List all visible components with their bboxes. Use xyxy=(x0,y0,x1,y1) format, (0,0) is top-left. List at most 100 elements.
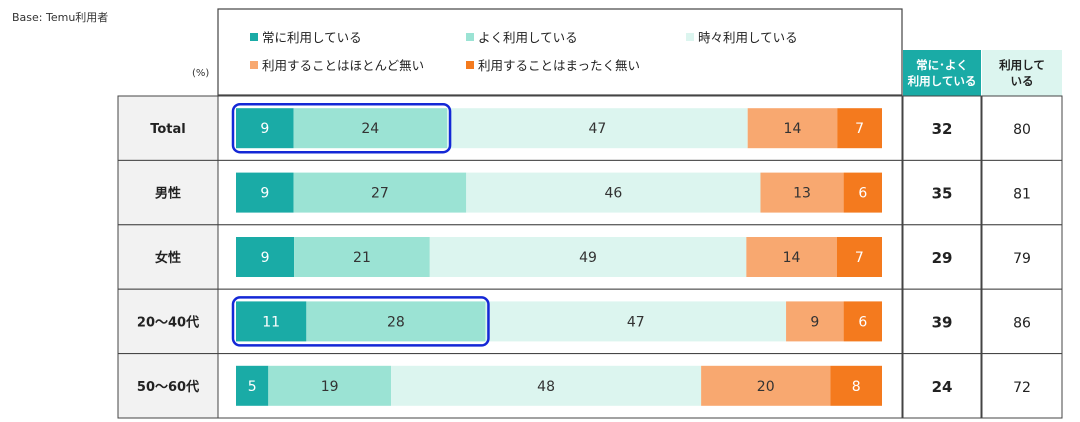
sum-value: 32 xyxy=(932,120,953,138)
data-label-never: 7 xyxy=(855,121,864,137)
legend-swatch-sometimes xyxy=(686,33,694,41)
sum-value: 24 xyxy=(932,378,953,396)
bar-segment-sometimes xyxy=(485,301,787,342)
data-label-often: 27 xyxy=(371,186,389,202)
sum-value: 29 xyxy=(932,249,953,267)
bar-segment-never xyxy=(843,172,882,213)
bar-segment-often xyxy=(293,108,448,149)
row-label-cell xyxy=(117,224,219,290)
bar-segment-always xyxy=(236,301,307,342)
highlight-box xyxy=(231,296,490,347)
data-label-always: 11 xyxy=(262,314,280,330)
bar-segment-often xyxy=(293,172,467,213)
bar-segment-never xyxy=(843,301,882,342)
data-label-rarely: 9 xyxy=(810,314,819,330)
use-value: 80 xyxy=(1013,122,1031,138)
data-label-often: 28 xyxy=(387,314,405,330)
data-label-rarely: 14 xyxy=(784,121,802,137)
use-cell xyxy=(981,159,1063,226)
sum-value: 39 xyxy=(932,313,953,331)
base-label: Base: Temu利用者 xyxy=(12,11,109,24)
legend-label-always: 常に利用している xyxy=(262,30,362,45)
sum-cell xyxy=(902,224,982,290)
use-value: 72 xyxy=(1013,380,1031,396)
unit-label: (%) xyxy=(192,68,209,79)
sum-header-line1: 常に･よく xyxy=(916,58,968,72)
bar-segment-sometimes xyxy=(391,365,702,406)
legend-swatch-rarely xyxy=(250,61,258,69)
sum-value: 35 xyxy=(932,185,953,203)
bar-segment-never xyxy=(830,365,882,406)
highlight-box xyxy=(231,102,452,154)
legend-label-never: 利用することはまったく無い xyxy=(478,58,640,73)
data-label-always: 9 xyxy=(260,121,269,137)
use-cell xyxy=(981,95,1063,161)
bar-segment-often xyxy=(306,301,486,342)
bar-segment-never xyxy=(837,108,882,149)
data-label-never: 8 xyxy=(852,379,861,395)
bar-segment-always xyxy=(236,237,295,277)
data-label-sometimes: 46 xyxy=(604,186,622,202)
data-label-never: 6 xyxy=(858,314,867,330)
use-value: 79 xyxy=(1013,251,1031,267)
bar-segment-rarely xyxy=(747,108,838,149)
data-label-sometimes: 48 xyxy=(537,379,555,395)
data-label-often: 21 xyxy=(353,250,371,266)
use-value: 86 xyxy=(1013,315,1031,331)
data-label-always: 5 xyxy=(248,379,257,395)
bar-segment-sometimes xyxy=(429,237,747,277)
use-cell xyxy=(981,288,1063,355)
row-label: 20～40代 xyxy=(137,314,199,330)
use-value: 81 xyxy=(1013,187,1031,203)
bar-segment-rarely xyxy=(760,172,844,213)
bar-segment-always xyxy=(236,108,294,149)
use-header-line2: いる xyxy=(1011,74,1034,88)
bar-segment-rarely xyxy=(786,301,844,342)
row-label: Total xyxy=(150,122,186,137)
sum-cell xyxy=(902,159,982,226)
sum-cell xyxy=(902,288,982,355)
sum-cell xyxy=(902,95,982,161)
data-label-often: 19 xyxy=(321,379,339,395)
bar-segment-often xyxy=(268,365,392,406)
data-label-never: 7 xyxy=(855,250,864,266)
data-label-rarely: 13 xyxy=(793,186,811,202)
bar-segment-rarely xyxy=(701,365,831,406)
legend-label-often: よく利用している xyxy=(478,30,578,45)
sum-header-line2: 利用している xyxy=(907,74,977,88)
row-label-cell xyxy=(117,353,219,419)
data-label-sometimes: 49 xyxy=(579,250,597,266)
legend-swatch-often xyxy=(466,33,474,41)
sum-header-bg xyxy=(903,50,981,96)
data-label-always: 9 xyxy=(261,250,270,266)
legend-swatch-always xyxy=(250,33,258,41)
data-label-sometimes: 47 xyxy=(627,314,645,330)
legend-frame xyxy=(217,8,903,96)
bar-segment-often xyxy=(294,237,430,277)
sum-cell xyxy=(902,353,982,419)
data-label-sometimes: 47 xyxy=(588,121,606,137)
data-label-rarely: 20 xyxy=(757,379,775,395)
use-header-bg xyxy=(982,50,1062,96)
use-header-line1: 利用して xyxy=(998,58,1045,72)
legend-label-sometimes: 時々利用している xyxy=(698,30,798,45)
legend-label-rarely: 利用することはほとんど無い xyxy=(262,58,424,73)
bar-segment-always xyxy=(236,365,269,406)
data-label-always: 9 xyxy=(260,186,269,202)
use-cell xyxy=(981,353,1063,419)
data-label-often: 24 xyxy=(361,121,379,137)
use-cell xyxy=(981,224,1063,290)
row-label-cell xyxy=(117,288,219,355)
row-label: 男性 xyxy=(155,186,181,202)
bar-segment-sometimes xyxy=(466,172,761,213)
legend-swatch-never xyxy=(466,61,474,69)
data-label-never: 6 xyxy=(858,186,867,202)
row-label: 50～60代 xyxy=(137,379,199,395)
row-label: 女性 xyxy=(155,250,181,266)
bar-segment-rarely xyxy=(746,237,837,277)
bar-segment-sometimes xyxy=(447,108,748,149)
bar-segment-always xyxy=(236,172,294,213)
chart-rows: Total 9 24 47 14 7 32 80 男性 9 27 46 13 6 35 81 女性 9 21 49 14… xyxy=(117,95,1063,419)
data-label-rarely: 14 xyxy=(783,250,801,266)
